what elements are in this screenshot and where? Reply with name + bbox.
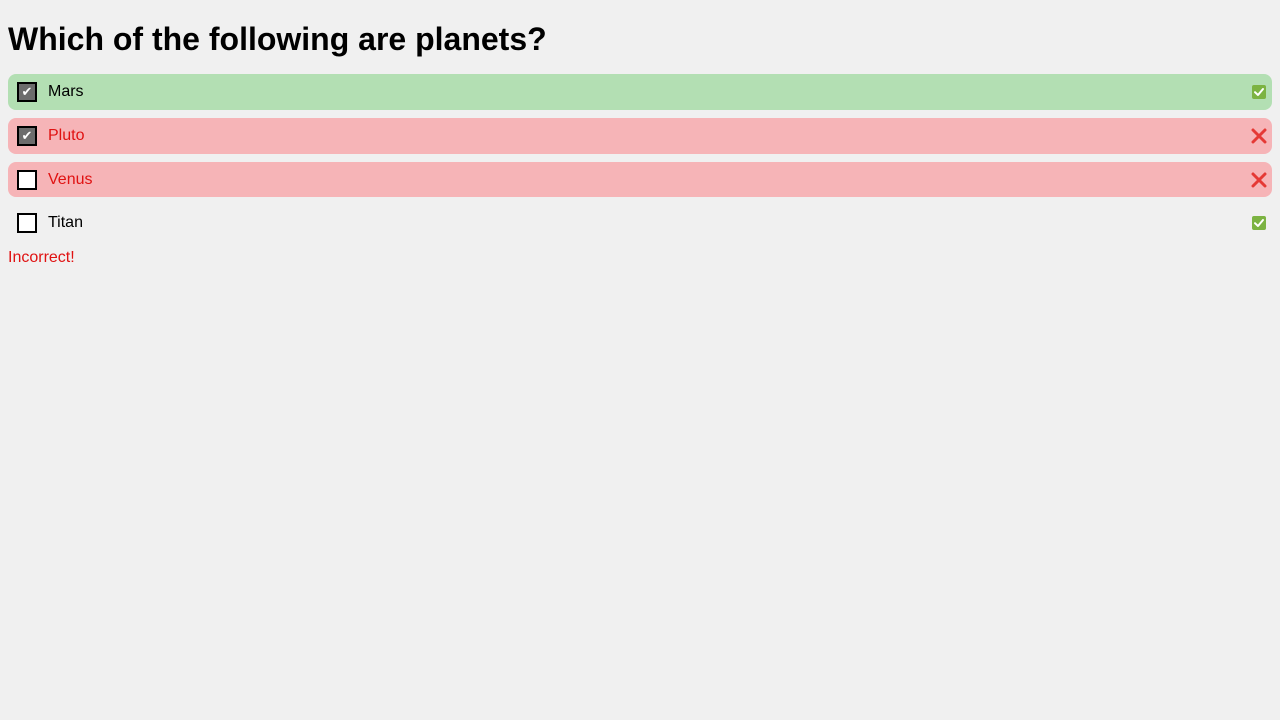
checkbox[interactable] (17, 169, 37, 190)
question-title: Which of the following are planets? (8, 21, 547, 57)
option-label: Mars (48, 83, 84, 100)
options-list: ✔ Mars ✔ Pluto Venus (8, 74, 1272, 241)
feedback-message: Incorrect! (8, 249, 75, 266)
option-mars[interactable]: ✔ Mars (8, 74, 1272, 110)
option-label: Pluto (48, 127, 85, 144)
option-titan[interactable]: Titan (8, 205, 1272, 241)
option-venus[interactable]: Venus (8, 162, 1272, 197)
cross-icon (1251, 172, 1267, 188)
option-label: Titan (48, 214, 83, 231)
check-box-icon (1251, 215, 1267, 231)
checkbox[interactable]: ✔ (17, 82, 37, 102)
quiz-container: Which of the following are planets? ✔ Ma… (0, 0, 1280, 267)
cross-icon (1251, 128, 1267, 144)
option-label: Venus (48, 170, 93, 188)
check-box-icon (1251, 84, 1267, 100)
checkbox[interactable] (17, 213, 37, 233)
checkbox[interactable]: ✔ (17, 126, 37, 146)
option-pluto[interactable]: ✔ Pluto (8, 118, 1272, 154)
